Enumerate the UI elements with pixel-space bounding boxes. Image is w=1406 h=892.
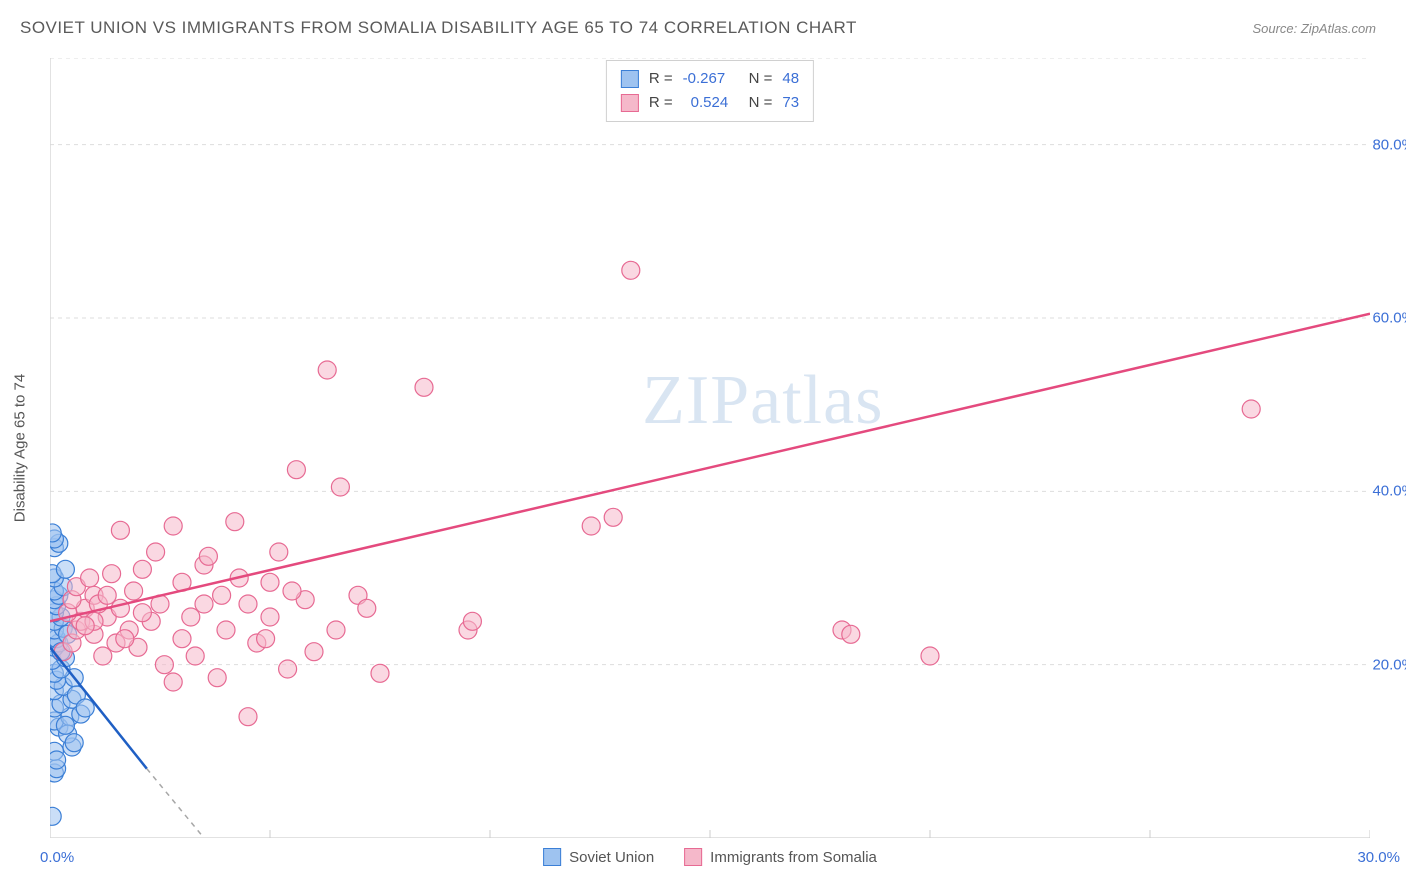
legend-swatch-icon [684, 848, 702, 866]
n-value-soviet: 48 [782, 67, 799, 91]
legend-swatch-somalia [621, 94, 639, 112]
legend-row-somalia: R = 0.524 N = 73 [621, 91, 799, 115]
r-value-somalia: 0.524 [683, 91, 739, 115]
legend-row-soviet: R = -0.267 N = 48 [621, 67, 799, 91]
legend-swatch-icon [543, 848, 561, 866]
legend-label: Immigrants from Somalia [710, 849, 877, 866]
x-tick-30: 30.0% [1357, 849, 1400, 866]
scatter-plot [50, 58, 1370, 838]
y-tick-label: 40.0% [1372, 483, 1406, 500]
r-value-soviet: -0.267 [683, 67, 739, 91]
correlation-legend: R = -0.267 N = 48 R = 0.524 N = 73 [606, 60, 814, 122]
x-tick-0: 0.0% [40, 849, 74, 866]
n-value-somalia: 73 [782, 91, 799, 115]
chart-title: SOVIET UNION VS IMMIGRANTS FROM SOMALIA … [20, 18, 857, 38]
y-tick-label: 60.0% [1372, 310, 1406, 327]
y-axis-label: Disability Age 65 to 74 [12, 374, 29, 522]
chart-area: Disability Age 65 to 74 ZIPatlas R = -0.… [50, 58, 1370, 838]
y-tick-label: 80.0% [1372, 136, 1406, 153]
legend-item: Soviet Union [543, 848, 654, 866]
series-legend: Soviet Union Immigrants from Somalia [543, 848, 877, 866]
source-label: Source: ZipAtlas.com [1252, 21, 1376, 36]
legend-item: Immigrants from Somalia [684, 848, 877, 866]
legend-label: Soviet Union [569, 849, 654, 866]
y-tick-label: 20.0% [1372, 656, 1406, 673]
legend-swatch-soviet [621, 70, 639, 88]
